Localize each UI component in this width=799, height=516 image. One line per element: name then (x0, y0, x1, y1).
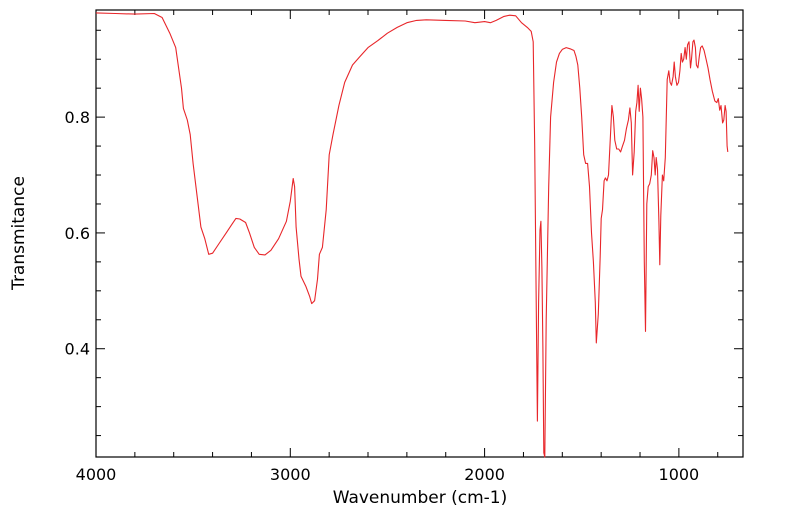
x-tick-label: 1000 (659, 465, 700, 484)
x-tick-label: 4000 (76, 465, 117, 484)
y-tick-label: 0.8 (65, 108, 90, 127)
y-tick-label: 0.6 (65, 224, 90, 243)
y-tick-label: 0.4 (65, 340, 90, 359)
x-tick-label: 2000 (464, 465, 505, 484)
y-axis-title: Transmitance (9, 176, 29, 291)
x-tick-label: 3000 (270, 465, 311, 484)
axis-tick-labels: 4000 3000 2000 1000 0.4 0.6 0.8 (65, 108, 700, 484)
plot-frame (95, 9, 744, 458)
spectrum-line (95, 12, 729, 458)
x-axis-title: Wavenumber (cm-1) (333, 488, 508, 508)
